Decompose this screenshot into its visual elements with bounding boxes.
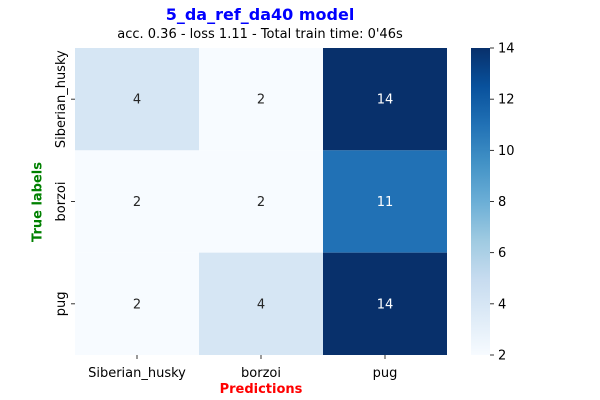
cell-value-label: 11	[377, 195, 394, 210]
cell-value-label: 2	[257, 93, 265, 108]
y-tick-label: borzoi	[54, 182, 69, 222]
cell-value-label: 14	[377, 93, 394, 108]
subtitle: acc. 0.36 - loss 1.11 - Total train time…	[117, 27, 403, 42]
cell-value-label: 2	[133, 297, 141, 312]
colorbar-tick-label: 6	[498, 246, 506, 261]
cell-value-label: 4	[133, 93, 141, 108]
cell-value-label: 4	[257, 297, 265, 312]
x-axis-label: Predictions	[219, 382, 303, 397]
heatmap-cell	[323, 48, 447, 151]
heatmap-cell	[75, 48, 199, 151]
y-tick-label: pug	[54, 291, 69, 316]
heatmap-cell	[199, 48, 323, 151]
title: 5_da_ref_da40 model	[165, 5, 355, 24]
cell-value-label: 2	[133, 195, 141, 210]
colorbar-tick-label: 2	[498, 349, 506, 364]
y-tick-label: Siberian_husky	[54, 50, 69, 148]
colorbar	[471, 48, 490, 355]
x-tick-label: pug	[373, 366, 398, 381]
colorbar-tick-label: 12	[498, 93, 515, 108]
colorbar-tick-label: 10	[498, 144, 515, 159]
cell-value-label: 14	[377, 297, 394, 312]
heatmap-cell	[199, 252, 323, 355]
heatmap-cell	[323, 150, 447, 253]
colorbar-tick-label: 14	[498, 42, 515, 57]
x-tick-label: Siberian_husky	[88, 366, 186, 381]
colorbar-tick-label: 8	[498, 195, 506, 210]
heatmap-cell	[75, 150, 199, 253]
heatmap-cell	[75, 252, 199, 355]
cell-value-label: 2	[257, 195, 265, 210]
x-tick-label: borzoi	[241, 366, 281, 381]
heatmap-cell	[323, 252, 447, 355]
heatmap-cell	[199, 150, 323, 253]
colorbar-tick-label: 4	[498, 297, 506, 312]
